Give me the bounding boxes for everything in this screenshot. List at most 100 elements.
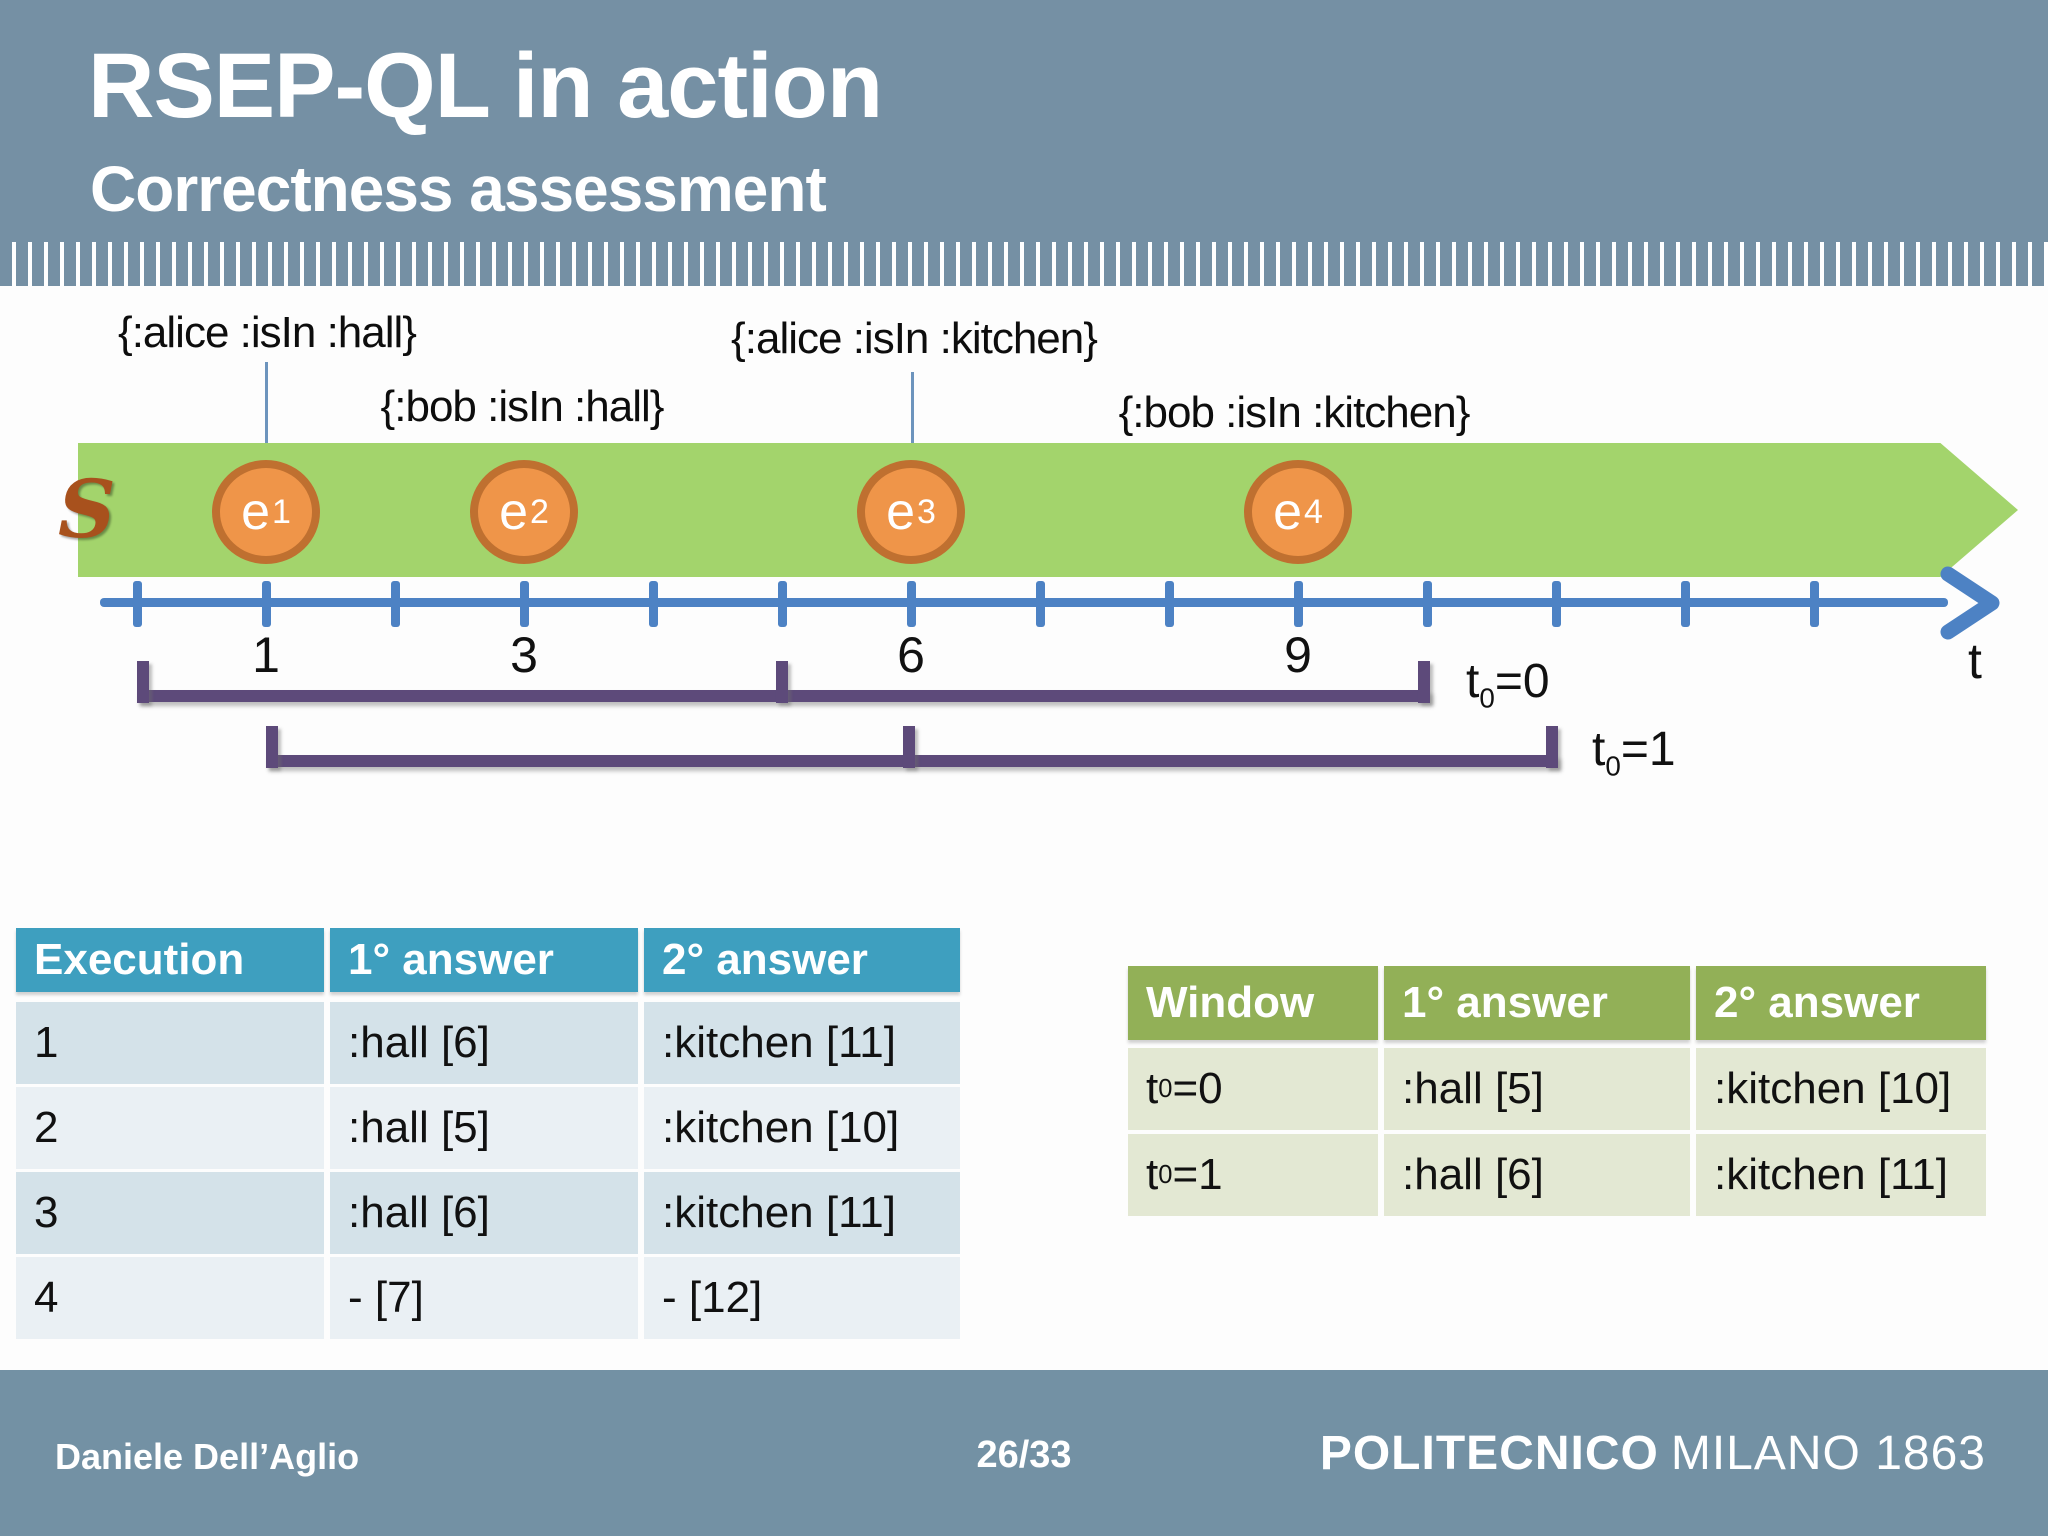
window-cell-base: t [1146, 1064, 1159, 1113]
second-answer-cell: :kitchen [11] [1696, 1134, 1986, 1216]
first-answer-cell: :hall [6] [330, 1002, 638, 1084]
axis-tick [262, 581, 271, 627]
window-label-t0-0-sub: 0 [1479, 682, 1495, 714]
window-cell: t 0 =0 [1128, 1048, 1378, 1130]
axis-tick [907, 581, 916, 627]
axis-tick [1036, 581, 1045, 627]
second-answer-cell: :kitchen [10] [644, 1087, 960, 1169]
axis-tick [1552, 581, 1561, 627]
window-label-t0-0-base: t [1466, 655, 1480, 708]
first-answer-cell: :hall [6] [330, 1172, 638, 1254]
first-answer-cell: :hall [5] [330, 1087, 638, 1169]
annotation-bob-kitchen: {:bob :isIn :kitchen} [1118, 388, 1471, 437]
window-bracket-t0-1-start [266, 726, 278, 768]
axis-tick [1423, 581, 1432, 627]
window-table: Window 1° answer 2° answer t 0 =0 :hall [5… [1128, 966, 1986, 1216]
second-answer-header-cell: 2° answer [1696, 966, 1986, 1040]
event-e3-label: e [886, 483, 915, 541]
execution-header-cell: Execution [16, 928, 324, 992]
window-bracket-t0-0-end [1418, 661, 1430, 703]
page-number: 26/33 [976, 1434, 1072, 1476]
window-cell: t 0 =1 [1128, 1134, 1378, 1216]
connector-line-e1 [265, 362, 268, 454]
window-table-header: Window 1° answer 2° answer [1128, 966, 1986, 1040]
time-axis [100, 598, 1948, 607]
striped-divider [0, 242, 2048, 286]
window-label-t0-1-sub: 0 [1605, 750, 1621, 782]
annotation-bob-hall: {:bob :isIn :hall} [380, 382, 665, 431]
annotation-alice-kitchen: {:alice :isIn :kitchen} [731, 314, 1098, 363]
execution-cell: 4 [16, 1257, 324, 1339]
axis-tick [391, 581, 400, 627]
header-band: RSEP-QL in action Correctness assessment [0, 0, 2048, 242]
page-subtitle: Correctness assessment [90, 153, 827, 225]
second-answer-cell: - [12] [644, 1257, 960, 1339]
first-answer-cell: - [7] [330, 1257, 638, 1339]
window-label-t0-0-eq: =0 [1494, 655, 1550, 708]
first-answer-header-cell: 1° answer [1384, 966, 1690, 1040]
axis-tick [1681, 581, 1690, 627]
connector-line-e3 [911, 372, 914, 456]
execution-cell: 3 [16, 1172, 324, 1254]
axis-label-t: t [1968, 633, 1982, 689]
axis-tick [1165, 581, 1174, 627]
execution-table-body: 1 :hall [6] :kitchen [11] 2 :hall [5] :k… [16, 1002, 960, 1339]
event-e4-label: e [1273, 483, 1302, 541]
event-e1-index: 1 [272, 493, 291, 531]
window-label-t0-0: t0=0 [1466, 654, 1550, 712]
first-answer-header-cell: 1° answer [330, 928, 638, 992]
tick-label-6: 6 [897, 627, 925, 683]
stream-label: S [58, 462, 116, 556]
politecnico-milano-logo: POLITECNICO MILANO 1863 [1320, 1426, 1986, 1481]
window-table-body: t 0 =0 :hall [5] :kitchen [10] t 0 =1 :hall … [1128, 1048, 1986, 1216]
axis-tick [1810, 581, 1819, 627]
window-bracket-t0-1-end [1546, 726, 1558, 768]
logo-text-light: MILANO 1863 [1670, 1427, 1986, 1480]
window-cell-base: t [1146, 1150, 1159, 1199]
execution-table-header: Execution 1° answer 2° answer [16, 928, 960, 992]
tick-label-1: 1 [252, 627, 280, 683]
annotation-alice-hall: {:alice :isIn :hall} [118, 308, 417, 357]
axis-tick [520, 581, 529, 627]
window-bracket-t0-0-start [137, 661, 149, 703]
window-bracket-t0-0-mid [776, 661, 788, 703]
window-header-cell: Window [1128, 966, 1378, 1040]
event-e1-label: e [241, 483, 270, 541]
axis-tick [1294, 581, 1303, 627]
window-label-t0-1-base: t [1592, 723, 1606, 776]
execution-cell: 2 [16, 1087, 324, 1169]
window-bracket-t0-1-mid [903, 726, 915, 768]
axis-tick [649, 581, 658, 627]
second-answer-cell: :kitchen [10] [1696, 1048, 1986, 1130]
window-cell-eq: =1 [1172, 1150, 1223, 1199]
second-answer-cell: :kitchen [11] [644, 1172, 960, 1254]
first-answer-cell: :hall [6] [1384, 1134, 1690, 1216]
footer-band: Daniele Dell’Aglio 26/33 POLITECNICO MILA… [0, 1370, 2048, 1536]
event-e2-label: e [499, 483, 528, 541]
page-title: RSEP-QL in action [88, 35, 883, 137]
second-answer-cell: :kitchen [11] [644, 1002, 960, 1084]
execution-table: Execution 1° answer 2° answer 1 :hall [6… [16, 928, 960, 1339]
logo-text-strong: POLITECNICO [1319, 1427, 1659, 1480]
author-name: Daniele Dell’Aglio [55, 1436, 360, 1477]
axis-arrowhead-icon [1940, 566, 2000, 640]
second-answer-header-cell: 2° answer [644, 928, 960, 992]
first-answer-cell: :hall [5] [1384, 1048, 1690, 1130]
event-e3-index: 3 [917, 493, 936, 531]
event-e4-index: 4 [1304, 493, 1323, 531]
window-label-t0-1: t0=1 [1592, 722, 1676, 780]
tick-label-9: 9 [1284, 627, 1312, 683]
execution-cell: 1 [16, 1002, 324, 1084]
event-e2-index: 2 [530, 493, 549, 531]
axis-tick [133, 581, 142, 627]
tick-label-3: 3 [510, 627, 538, 683]
stream-band [78, 443, 2018, 577]
window-cell-eq: =0 [1172, 1064, 1223, 1113]
window-label-t0-1-eq: =1 [1620, 723, 1676, 776]
axis-tick [778, 581, 787, 627]
